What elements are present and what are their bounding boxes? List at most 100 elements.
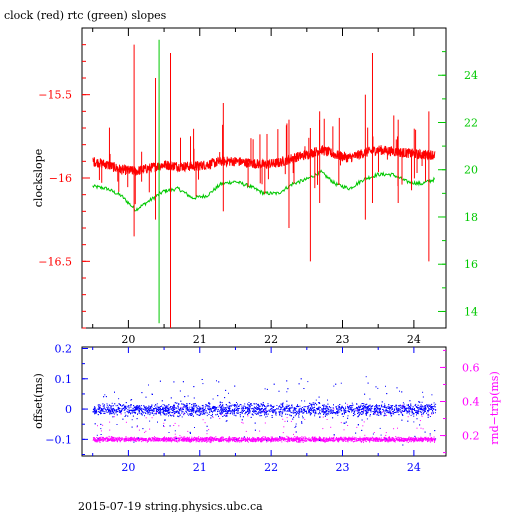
offset-point	[189, 406, 191, 408]
rndtrip-point	[209, 441, 211, 443]
offset-point	[296, 410, 298, 412]
rndtrip-point	[121, 438, 123, 440]
rndtrip-point	[100, 440, 102, 442]
offset-point	[187, 395, 189, 397]
rndtrip-point	[316, 438, 317, 439]
rndtrip-point	[327, 440, 329, 442]
offset-point	[235, 406, 237, 408]
rndtrip-point	[234, 437, 236, 439]
rndtrip-point	[368, 439, 370, 441]
rndtrip-point	[385, 434, 387, 436]
rndtrip-point	[392, 438, 394, 440]
rndtrip-point	[212, 416, 214, 418]
rndtrip-point	[265, 436, 266, 438]
offset-point	[140, 405, 142, 407]
rndtrip-point	[106, 437, 108, 439]
offset-point	[276, 412, 277, 414]
offset-point	[327, 403, 329, 405]
offset-point	[408, 407, 410, 409]
offset-point	[307, 381, 309, 383]
offset-point	[219, 404, 221, 405]
rndtrip-point	[300, 441, 302, 443]
offset-point	[112, 407, 114, 409]
rndtrip-point	[131, 439, 133, 441]
offset-point	[187, 406, 189, 408]
rndtrip-point	[400, 437, 402, 438]
rndtrip-point	[416, 438, 418, 440]
rndtrip-point	[353, 441, 355, 443]
rndtrip-point	[272, 437, 274, 439]
offset-point	[175, 402, 177, 404]
offset-point	[433, 404, 435, 406]
offset-point	[375, 386, 377, 388]
rndtrip-point	[236, 441, 238, 443]
offset-point	[327, 407, 329, 409]
offset-point	[396, 407, 398, 409]
rndtrip-point	[302, 441, 304, 443]
rndtrip-point	[203, 439, 205, 441]
rndtrip-point	[166, 440, 168, 442]
offset-point	[102, 409, 104, 411]
rndtrip-point	[332, 439, 334, 441]
offset-point	[155, 407, 157, 409]
rndtrip-point	[233, 440, 235, 441]
rndtrip-point	[109, 429, 111, 431]
rndtrip-point	[155, 439, 157, 441]
offset-point	[99, 412, 101, 414]
rndtrip-point	[179, 439, 181, 441]
offset-point	[219, 402, 221, 404]
rndtrip-point	[284, 438, 286, 439]
rndtrip-point	[255, 440, 257, 442]
offset-point	[131, 399, 133, 400]
rndtrip-point	[300, 439, 302, 441]
rndtrip-point	[202, 439, 204, 441]
offset-point	[417, 407, 419, 409]
rndtrip-point	[279, 440, 281, 442]
offset-point	[151, 406, 153, 408]
rndtrip-point	[238, 437, 239, 439]
rndtrip-point	[396, 437, 398, 439]
rndtrip-point	[431, 438, 433, 440]
rndtrip-point	[162, 438, 164, 440]
rndtrip-point	[355, 437, 357, 439]
rndtrip-point	[389, 440, 391, 442]
offset-point	[372, 405, 374, 407]
rndtrip-point	[387, 441, 389, 443]
rndtrip-point	[168, 439, 170, 441]
offset-point	[263, 404, 265, 406]
rndtrip-point	[339, 438, 341, 440]
offset-point	[434, 438, 436, 440]
rndtrip-point	[249, 438, 251, 440]
offset-point	[330, 410, 332, 412]
rndtrip-point	[402, 439, 404, 441]
rndtrip-point	[390, 440, 392, 442]
rndtrip-point	[392, 437, 394, 438]
rndtrip-point	[106, 438, 107, 440]
offset-point	[375, 408, 377, 409]
rndtrip-point	[212, 437, 213, 439]
rndtrip-point	[184, 436, 186, 438]
rndtrip-point	[191, 438, 193, 440]
offset-point	[136, 409, 138, 411]
rndtrip-point	[374, 412, 376, 414]
rndtrip-point	[289, 438, 291, 440]
rndtrip-point	[296, 438, 298, 440]
rndtrip-point	[289, 441, 291, 442]
rndtrip-point	[398, 439, 400, 441]
offset-point	[309, 408, 311, 410]
offset-point	[433, 408, 435, 410]
rndtrip-point	[313, 441, 315, 442]
offset-point	[194, 403, 195, 405]
offset-point	[97, 410, 99, 412]
offset-point	[365, 376, 367, 378]
offset-point	[299, 405, 301, 407]
offset-point	[380, 434, 382, 436]
offset-point	[396, 409, 398, 411]
rndtrip-point	[420, 427, 422, 429]
rndtrip-point	[326, 441, 328, 442]
rndtrip-point	[337, 438, 339, 440]
rndtrip-point	[178, 440, 180, 441]
rndtrip-point	[345, 437, 347, 439]
rndtrip-point	[293, 433, 294, 435]
rndtrip-point	[122, 438, 123, 440]
